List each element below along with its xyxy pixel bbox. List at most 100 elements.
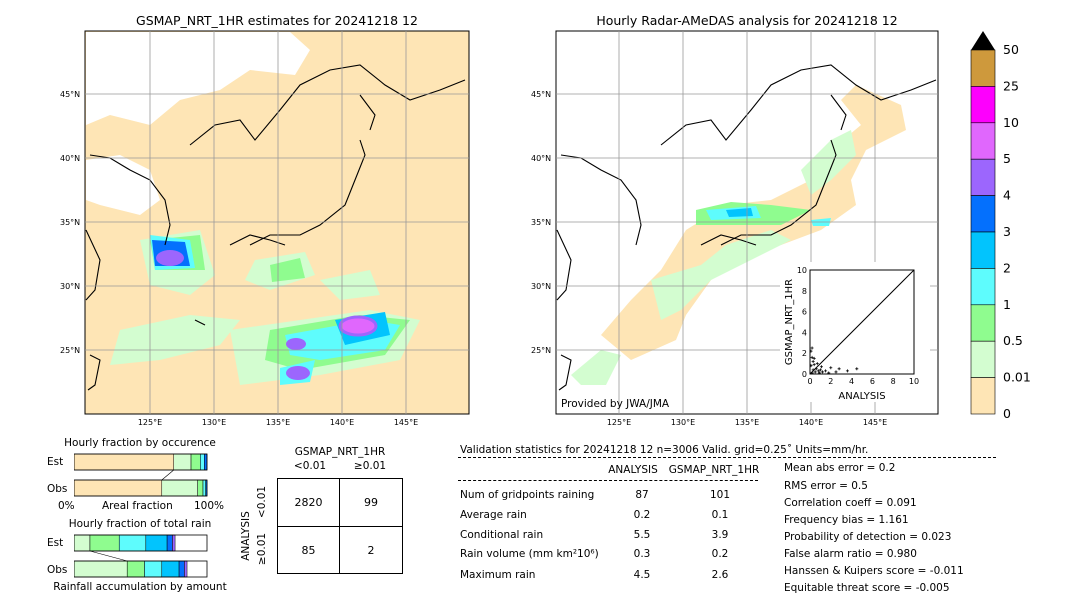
scatter-yticks: 0 2 4 6 8 10 bbox=[797, 266, 807, 379]
right-lon-125: 125°E bbox=[607, 418, 631, 427]
occurrence-chart bbox=[74, 453, 208, 497]
colorbar-cells bbox=[970, 49, 996, 415]
colorbar-labels: 50 25 10 5 4 3 2 1 0.5 0.01 0 bbox=[1003, 42, 1031, 418]
stacked-bar-segment bbox=[173, 453, 192, 471]
colorbar-cell bbox=[970, 122, 996, 160]
scatter-point bbox=[813, 370, 817, 374]
score-correlation: Correlation coeff = 0.091 bbox=[784, 497, 917, 509]
stacked-connector bbox=[89, 550, 128, 562]
scatter-point bbox=[816, 369, 820, 373]
scatter-ytick-label: 6 bbox=[802, 308, 807, 317]
scatter-point bbox=[809, 349, 813, 353]
scatter-point bbox=[827, 371, 831, 375]
scatter-point bbox=[824, 369, 828, 373]
contingency-col-title: GSMAP_NRT_1HR bbox=[294, 446, 386, 458]
left-rain-light-2 bbox=[110, 315, 240, 365]
left-map: 45°N 40°N 35°N 30°N 25°N 125°E 130°E 135… bbox=[60, 30, 470, 427]
validation-header-rule bbox=[458, 457, 996, 458]
colorbar-label: 4 bbox=[1003, 188, 1011, 203]
stacked-bar-outline bbox=[74, 453, 208, 471]
stacked-bar-segment bbox=[145, 534, 168, 552]
scatter-xtick-label: 10 bbox=[909, 377, 919, 386]
stacked-bar-segment bbox=[89, 534, 120, 552]
contingency-c: 85 bbox=[301, 543, 316, 557]
right-rain-light-1 bbox=[571, 350, 621, 385]
total-rain-xlabel: Rainfall accumulation by amount bbox=[53, 581, 227, 593]
scatter-ytick-label: 4 bbox=[802, 328, 807, 337]
stacked-bar-segment bbox=[74, 453, 174, 471]
stacked-bar-segment bbox=[144, 560, 163, 578]
scatter-ytick-label: 10 bbox=[797, 266, 807, 275]
colorbar-cell bbox=[970, 377, 996, 415]
scatter-point bbox=[810, 346, 814, 350]
validation-row-analysis: 0.2 bbox=[633, 509, 651, 521]
validation-row-label: Maximum rain bbox=[460, 569, 536, 581]
validation-row-analysis: 0.3 bbox=[633, 548, 651, 560]
colorbar-label: 2 bbox=[1003, 260, 1011, 275]
validation-row-label: Rain volume (mm km²10⁶) bbox=[460, 548, 599, 560]
right-lon-135: 135°E bbox=[735, 418, 759, 427]
scatter-point bbox=[815, 362, 819, 366]
validation-row-analysis: 87 bbox=[635, 489, 649, 501]
contingency-table: 2820 99 85 2 bbox=[277, 478, 403, 574]
stacked-bar-segment bbox=[74, 534, 91, 552]
left-rain-core-3 bbox=[286, 338, 306, 350]
scatter-xtick-label: 4 bbox=[849, 377, 854, 386]
colorbar-label: 0 bbox=[1003, 406, 1011, 418]
contingency-b: 99 bbox=[364, 496, 378, 509]
score-hk: Hanssen & Kuipers score = -0.011 bbox=[784, 565, 964, 577]
left-clear-area-north bbox=[86, 32, 310, 125]
score-far: False alarm ratio = 0.980 bbox=[784, 548, 917, 560]
total-rain-est-label: Est bbox=[47, 537, 64, 549]
colorbar-label: 0.01 bbox=[1003, 370, 1031, 385]
scatter-point bbox=[810, 355, 814, 359]
scatter-point bbox=[811, 360, 815, 364]
scatter-point bbox=[814, 367, 818, 371]
left-map-grid bbox=[85, 31, 469, 414]
validation-row-label: Conditional rain bbox=[460, 529, 544, 541]
stacked-bar-segment bbox=[190, 453, 201, 471]
stacked-bar-segment bbox=[74, 479, 163, 497]
total-rain-obs-label: Obs bbox=[47, 564, 68, 576]
validation-row-label: Num of gridpoints raining bbox=[460, 489, 595, 501]
score-pod: Probability of detection = 0.023 bbox=[784, 531, 952, 543]
scatter-point bbox=[834, 370, 838, 374]
stacked-bar-segment bbox=[74, 560, 128, 578]
right-lat-30: 30°N bbox=[531, 282, 551, 291]
validation-row-gsmap: 0.2 bbox=[711, 548, 729, 560]
stacked-bar-segment bbox=[161, 479, 198, 497]
scatter-point bbox=[817, 371, 821, 375]
scatter-ylabel: GSMAP_NRT_1HR bbox=[784, 279, 795, 365]
stacked-bar-outline bbox=[74, 560, 208, 578]
right-lat-45: 45°N bbox=[531, 90, 551, 99]
scatter-chart: 0 2 4 6 8 10 0 2 4 6 8 10 ANALYSIS GSMAP_NRT_1HR bbox=[784, 266, 919, 402]
left-lat-labels: 45°N 40°N 35°N 30°N 25°N bbox=[60, 90, 80, 355]
total-rain-chart bbox=[74, 534, 208, 578]
colorbar-cell bbox=[970, 158, 996, 196]
validation-row-analysis: 4.5 bbox=[633, 569, 651, 581]
stacked-bar-segment bbox=[118, 534, 147, 552]
occurrence-title: Hourly fraction by occurence bbox=[64, 437, 216, 449]
scatter-ytick-label: 2 bbox=[802, 349, 807, 358]
scatter-point bbox=[818, 368, 822, 372]
scatter-point bbox=[820, 370, 824, 374]
score-rms: RMS error = 0.5 bbox=[784, 480, 868, 492]
scatter-xtick-label: 6 bbox=[870, 377, 875, 386]
left-rain-core-1 bbox=[156, 250, 184, 266]
left-rain-core-4 bbox=[286, 366, 310, 380]
colorbar-label: 0.5 bbox=[1003, 333, 1023, 348]
scatter-diagonal bbox=[809, 269, 915, 375]
scatter-xticks: 0 2 4 6 8 10 bbox=[807, 377, 919, 386]
stacked-bar-segment bbox=[166, 534, 173, 552]
stacked-bar-segment bbox=[172, 534, 176, 552]
stacked-bar-segment bbox=[184, 560, 188, 578]
colorbar-cell bbox=[970, 340, 996, 378]
right-lat-labels: 45°N 40°N 35°N 30°N 25°N bbox=[531, 90, 551, 355]
left-lon-140: 140°E bbox=[330, 418, 354, 427]
validation-header: Validation statistics for 20241218 12 n=… bbox=[460, 444, 869, 456]
score-ets: Equitable threat score = -0.005 bbox=[784, 582, 950, 594]
colorbar-cell bbox=[970, 231, 996, 269]
occurrence-est-label: Est bbox=[47, 456, 64, 468]
right-rain-light-2 bbox=[651, 230, 791, 320]
stacked-bar-outline bbox=[74, 534, 208, 552]
